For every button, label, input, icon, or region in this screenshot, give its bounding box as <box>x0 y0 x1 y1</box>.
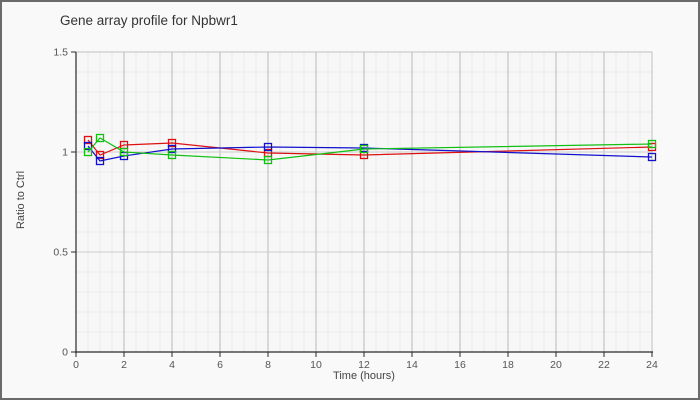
x-tick-label: 0 <box>73 359 79 371</box>
x-tick-label: 8 <box>265 359 271 371</box>
series-blue-marker <box>95 156 105 166</box>
series-blue-marker <box>647 152 657 162</box>
x-tick-label: 14 <box>406 359 418 371</box>
series-red-marker <box>83 135 93 145</box>
series-red-line <box>87 139 653 156</box>
series-green-marker <box>647 139 657 149</box>
series-blue-marker <box>83 141 93 151</box>
x-tick-label: 22 <box>598 359 610 371</box>
series-green-line <box>87 137 653 161</box>
x-tick-label: 4 <box>169 359 175 371</box>
x-tick-label: 12 <box>358 359 370 371</box>
series-blue-marker <box>167 144 177 154</box>
series-green-marker <box>95 133 105 143</box>
x-tick-label: 20 <box>550 359 562 371</box>
y-tick-label: 1.5 <box>53 47 68 59</box>
y-tick-label: 0 <box>62 347 68 359</box>
x-tick-label: 6 <box>217 359 223 371</box>
series-red-marker <box>95 150 105 160</box>
x-tick-label: 10 <box>310 359 322 371</box>
x-tick-label: 18 <box>502 359 514 371</box>
y-tick-label: 1 <box>62 147 68 159</box>
series-green-marker <box>83 147 93 157</box>
x-tick-label: 16 <box>454 359 466 371</box>
series-blue-line <box>87 145 653 162</box>
x-tick-label: 2 <box>121 359 127 371</box>
series-green-marker <box>167 150 177 160</box>
series-green-marker <box>119 147 129 157</box>
series-blue-marker <box>263 142 273 152</box>
y-tick-label: 0.5 <box>53 247 68 259</box>
series-green-marker <box>263 155 273 165</box>
series-red-marker <box>167 138 177 148</box>
x-tick-label: 24 <box>646 359 658 371</box>
chart-title: Gene array profile for Npbwr1 <box>60 13 238 28</box>
x-axis-label: Time (hours) <box>333 370 395 382</box>
series-green-marker <box>359 144 369 154</box>
